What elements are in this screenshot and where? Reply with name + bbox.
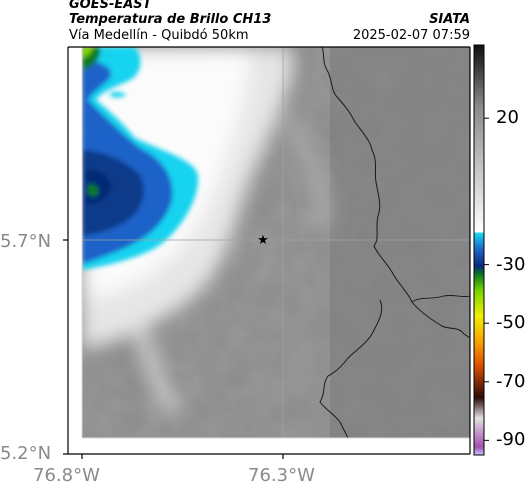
colorbar-tick-label: -90 [496,429,526,451]
brightness-temperature-field: ★ [82,47,470,438]
lat-label-5-2n: 5.2°N [0,443,52,464]
colorbar-tick-label: -50 [496,312,526,334]
agency-label: SIATA [429,12,470,27]
product-title: Temperatura de Brillo CH13 [69,12,272,27]
lat-label-5-7n: 5.7°N [0,231,52,252]
colorbar-tick-label: -70 [496,370,526,392]
lon-label-76-8w: 76.8°W [33,465,100,486]
lon-label-76-3w: 76.3°W [248,465,315,486]
colorbar-tick-label: 20 [496,107,519,129]
colorbar [473,44,485,456]
colorbar-ticks [484,117,489,441]
municipal-border-east [411,294,470,303]
cold-cloud-top [82,47,199,270]
reference-star: ★ [257,233,269,248]
region-subtitle: Vía Medellín - Quibdó 50km [69,28,249,43]
datetime-label: 2025-02-07 07:59 [352,28,470,43]
colorbar-tick-label: -30 [496,253,526,275]
municipal-border [319,299,383,438]
department-border [321,47,470,339]
satellite-title: GOES-EAST [69,0,152,12]
